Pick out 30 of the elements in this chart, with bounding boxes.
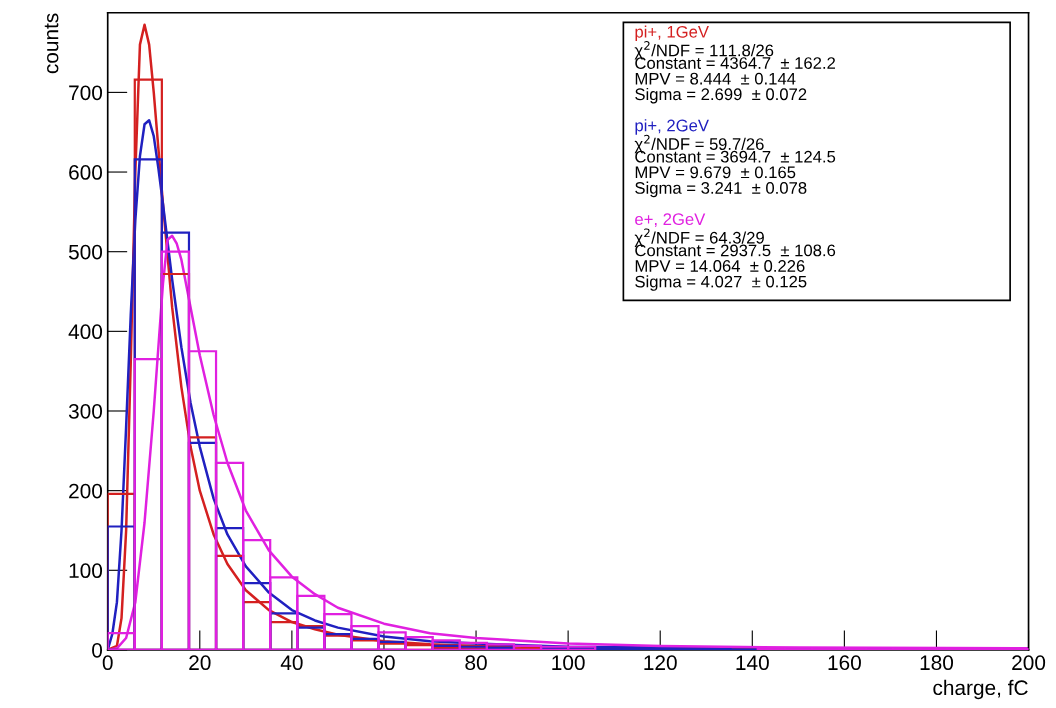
- y-axis-title: counts: [44, 13, 59, 74]
- x-tick-label: 180: [920, 655, 954, 671]
- y-tick-label: 200: [69, 483, 103, 499]
- y-tick-label: 600: [69, 165, 103, 180]
- y-tick-label: 500: [68, 244, 103, 260]
- y-tick-label: 700: [69, 85, 103, 101]
- x-axis-title: charge, fC: [933, 679, 1028, 700]
- annotation: MPV = 14.064 ± 0.226: [635, 260, 805, 272]
- x-tick-label: 60: [373, 655, 395, 671]
- x-tick-label: 40: [280, 655, 303, 671]
- y-tick-label: 300: [68, 404, 103, 419]
- x-tick-label: 120: [644, 655, 677, 671]
- annotation: MPV = 9.679 ± 0.165: [635, 166, 796, 179]
- x-tick-label: 140: [736, 655, 769, 671]
- y-tick-label: 400: [68, 324, 103, 340]
- x-tick-label: 20: [189, 655, 211, 671]
- x-tick-label: 0: [102, 655, 113, 671]
- annotation: Sigma = 2.699 ± 0.072: [635, 87, 807, 104]
- x-tick-label: 80: [465, 655, 487, 671]
- annotation: MPV = 8.444 ± 0.144: [635, 72, 796, 85]
- text: pi+, 1GeV: [635, 25, 709, 42]
- y-tick-label: 0: [92, 642, 103, 658]
- text: pi+, 2GeV: [635, 119, 709, 135]
- annotation: Sigma = 3.241 ± 0.078: [635, 181, 807, 198]
- x-tick-label: 100: [552, 655, 585, 671]
- annotation: Sigma = 4.027 ± 0.125: [635, 275, 807, 291]
- text: e+, 2GeV: [635, 213, 706, 228]
- y-tick-label: 100: [69, 563, 103, 579]
- x-tick-label: 200: [1012, 655, 1046, 671]
- x-tick-label: 160: [828, 655, 861, 671]
